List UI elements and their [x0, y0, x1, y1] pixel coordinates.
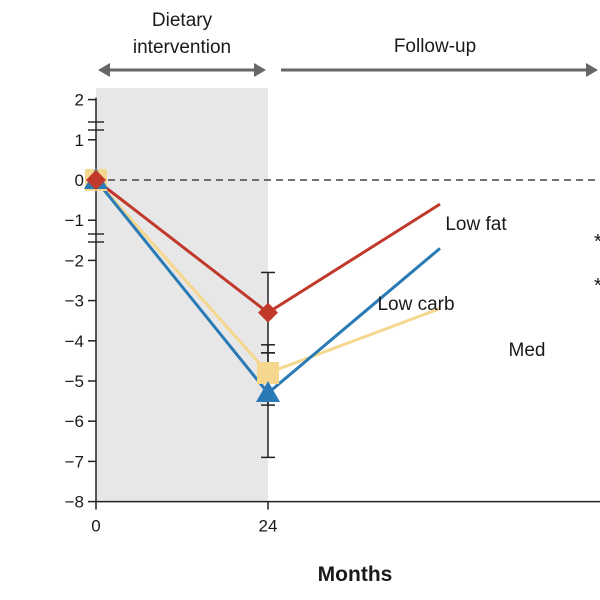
intervention-shade: [96, 88, 268, 502]
significance-asterisk: *: [594, 275, 600, 297]
y-tick-label: 1: [75, 131, 84, 150]
marker-low-carb: [256, 381, 280, 403]
y-tick-label: 0: [75, 171, 84, 190]
marker-low-fat: [258, 302, 278, 323]
phase-arrow-head-right: [586, 63, 598, 77]
y-tick-label: −2: [65, 251, 84, 270]
x-tick-label: 24: [259, 517, 278, 536]
x-axis-title: Months: [318, 563, 393, 586]
phase-arrow-head-right: [254, 63, 266, 77]
series-label-med: Med: [509, 340, 546, 361]
y-tick-label: −4: [65, 332, 84, 351]
phase-arrow-1: [281, 63, 598, 77]
marker-low-fat: [86, 170, 106, 190]
y-tick-label: −6: [65, 412, 84, 431]
significance-asterisk: *: [594, 231, 600, 253]
y-tick-label: −8: [65, 493, 84, 512]
y-tick-label: −7: [65, 452, 84, 471]
phase-arrow-head-left: [98, 63, 110, 77]
marker-med: [257, 361, 279, 384]
series-label-low-fat: Low fat: [445, 214, 507, 235]
phase-arrow-0: [98, 63, 266, 77]
y-tick-label: 2: [75, 91, 84, 110]
y-tick-label: −1: [65, 211, 84, 230]
y-tick-label: −3: [65, 292, 84, 311]
series-label-low-carb: Low carb: [377, 294, 454, 315]
phase-label-0-0: Dietary: [152, 10, 213, 31]
phase-label-1-0: Follow-up: [394, 36, 476, 57]
y-tick-label: −5: [65, 372, 84, 391]
phase-label-0-1: intervention: [133, 37, 231, 58]
x-tick-label: 0: [91, 517, 100, 536]
